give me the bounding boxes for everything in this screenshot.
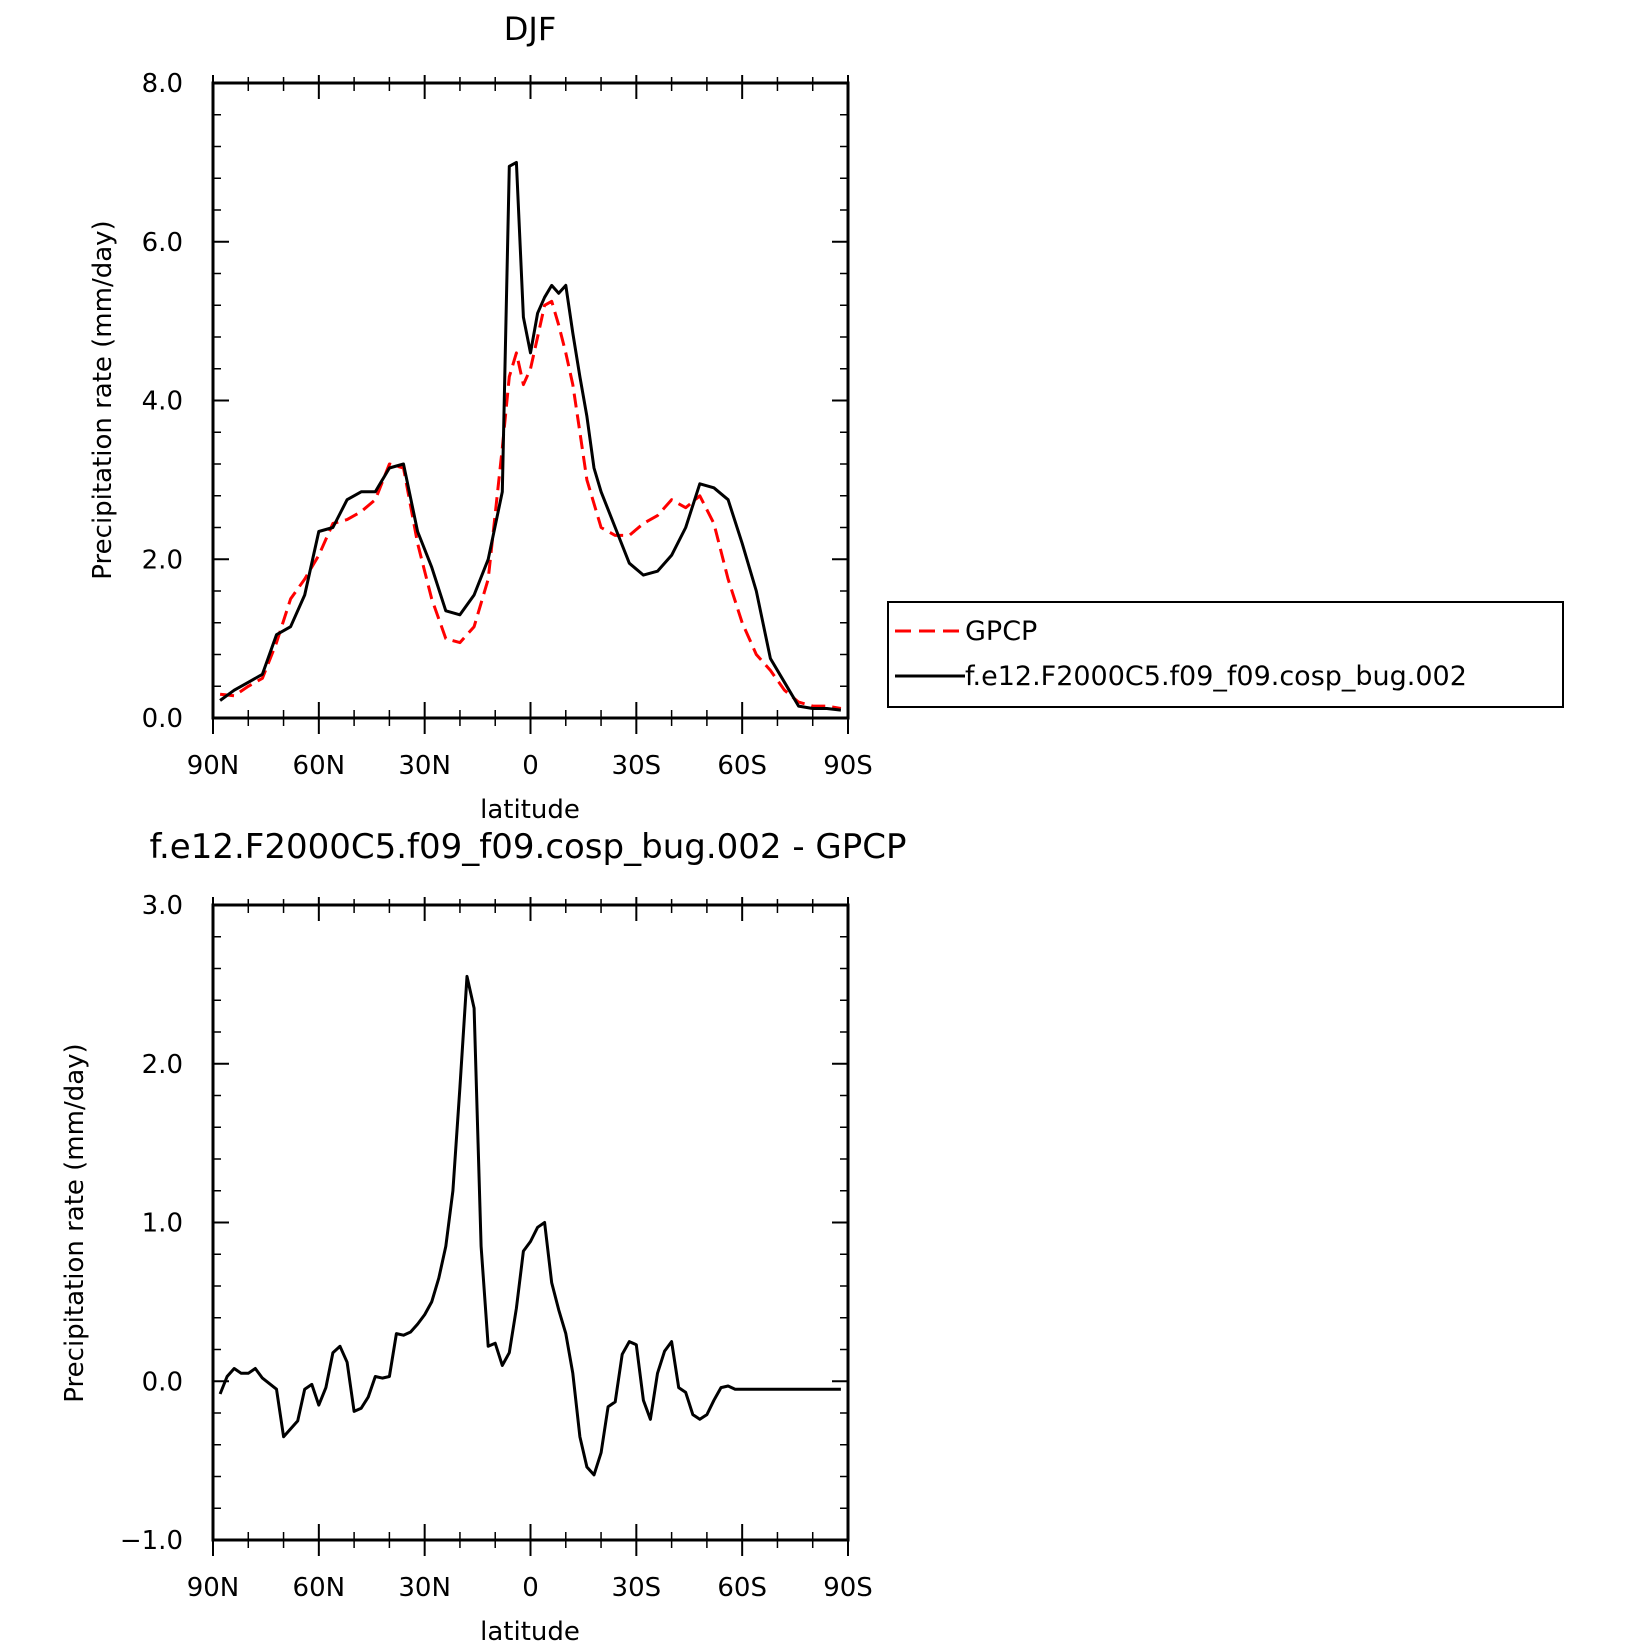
series-line-2 <box>219 160 842 712</box>
x-tick-labels: 90N 60N 30N 0 30S 60S 90S <box>187 1573 873 1603</box>
y-tick-label: 0.0 <box>142 704 183 734</box>
y-tick-labels: −1.0 0.0 1.0 2.0 3.0 <box>120 891 183 1556</box>
x-tick-label: 90N <box>187 751 240 781</box>
panel-title: DJF <box>504 10 556 48</box>
x-axis-label: latitude <box>480 1617 580 1647</box>
x-tick-label: 30N <box>398 751 451 781</box>
x-tick-label: 60S <box>717 751 767 781</box>
legend: GPCP f.e12.F2000C5.f09_f09.cosp_bug.002 <box>887 601 1564 708</box>
x-tick-label: 60S <box>717 1573 767 1603</box>
difference-panel: f.e12.F2000C5.f09_f09.cosp_bug.002 - GPC… <box>60 827 907 1647</box>
y-tick-label: 2.0 <box>142 1050 183 1080</box>
y-tick-label: 6.0 <box>142 228 183 258</box>
x-tick-label: 90S <box>823 751 873 781</box>
x-tick-label: 90N <box>187 1573 240 1603</box>
data-lines <box>219 160 842 712</box>
y-axis-label: Precipitation rate (mm/day) <box>88 220 118 579</box>
legend-label-model: f.e12.F2000C5.f09_f09.cosp_bug.002 <box>965 661 1467 692</box>
data-lines <box>218 974 841 1477</box>
plot-frame <box>211 81 850 720</box>
y-tick-label: 8.0 <box>142 69 183 99</box>
x-tick-labels: 90N 60N 30N 0 30S 60S 90S <box>187 751 873 781</box>
y-tick-label: 1.0 <box>142 1209 183 1239</box>
plot-frame <box>211 903 850 1542</box>
x-tick-label: 0 <box>522 751 539 781</box>
series-line-1 <box>218 974 841 1477</box>
panel-title: f.e12.F2000C5.f09_f09.cosp_bug.002 - GPC… <box>149 827 906 867</box>
y-tick-label: 3.0 <box>142 891 183 921</box>
x-tick-label: 90S <box>823 1573 873 1603</box>
series-line-1 <box>219 299 842 710</box>
axis-ticks <box>212 897 849 1556</box>
y-tick-labels: 0.0 2.0 4.0 6.0 8.0 <box>142 69 183 734</box>
x-tick-label: 30N <box>398 1573 451 1603</box>
x-tick-label: 60N <box>293 751 346 781</box>
x-tick-label: 30S <box>612 1573 662 1603</box>
climatology-panel: DJF Precipitation rate (mm/day) latitude… <box>88 10 1564 825</box>
x-tick-label: 60N <box>293 1573 346 1603</box>
y-tick-label: −1.0 <box>120 1526 183 1556</box>
legend-box <box>887 601 1564 708</box>
x-tick-label: 0 <box>522 1573 539 1603</box>
legend-label-gpcp: GPCP <box>965 616 1037 647</box>
x-tick-label: 30S <box>612 751 662 781</box>
y-tick-label: 2.0 <box>142 545 183 575</box>
y-tick-label: 4.0 <box>142 387 183 417</box>
x-axis-label: latitude <box>480 795 580 825</box>
y-tick-label: 0.0 <box>142 1367 183 1397</box>
y-axis-label: Precipitation rate (mm/day) <box>60 1043 90 1402</box>
axis-ticks <box>212 75 849 734</box>
